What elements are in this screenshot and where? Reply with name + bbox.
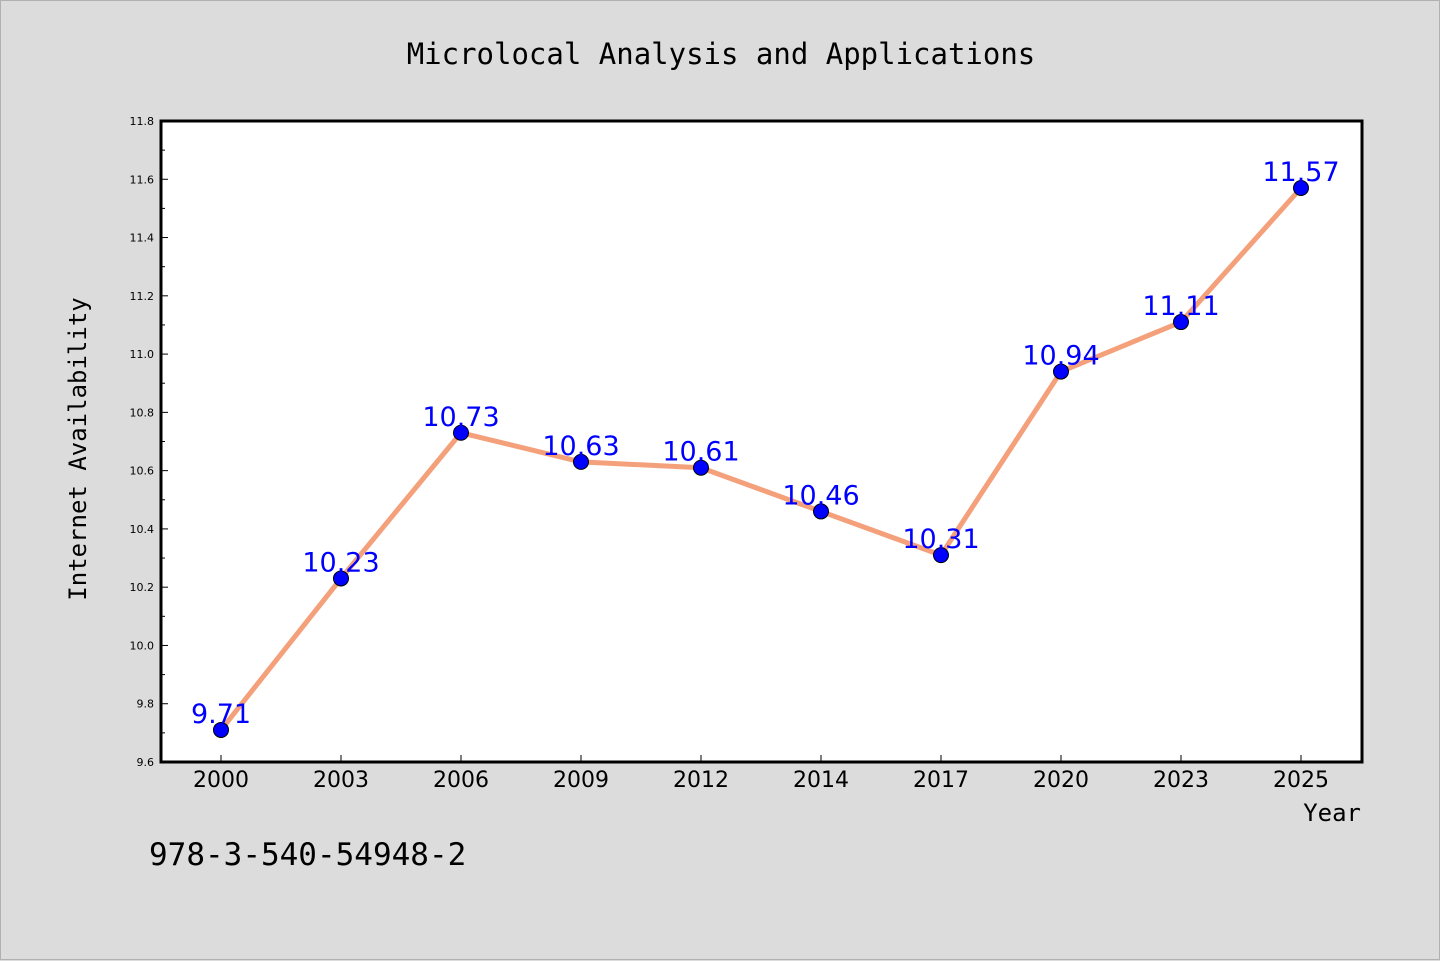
y-tick-label: 11.0 <box>130 348 155 361</box>
x-axis: 2000 2003 2006 2009 2012 2014 2017 2020 2023 2025 <box>193 755 1329 793</box>
x-tick-label: 2003 <box>313 768 369 793</box>
y-tick-label: 11.2 <box>130 290 155 303</box>
data-label: 9.71 <box>191 699 251 730</box>
x-tick-label: 2000 <box>193 768 249 793</box>
y-tick-label: 10.4 <box>130 523 155 536</box>
y-tick-label: 10.6 <box>130 465 155 478</box>
y-axis-label: Internet Availability <box>64 297 92 600</box>
x-axis-label: Year <box>1303 799 1361 827</box>
y-tick-label: 9.6 <box>137 756 155 769</box>
x-tick-label: 2009 <box>553 768 609 793</box>
data-point <box>1053 363 1069 380</box>
y-axis: 9.6 9.8 10.0 10.2 10.4 10.6 10.8 11.0 11.2 11.4 11… <box>130 115 168 769</box>
data-labels: 9.71 10.23 10.73 10.63 10.61 10.46 10.31 10.94 1… <box>191 157 1340 730</box>
x-tick-label: 2012 <box>673 768 729 793</box>
data-label: 10.63 <box>542 431 619 462</box>
x-tick-label: 2006 <box>433 768 489 793</box>
data-label: 10.23 <box>302 547 379 578</box>
data-label: 10.61 <box>662 437 739 468</box>
data-point <box>813 503 829 520</box>
data-label: 10.94 <box>1022 341 1099 372</box>
footer-isbn-text: 978-3-540-54948-2 <box>149 837 466 873</box>
data-point <box>573 453 589 470</box>
series-layer <box>213 180 1309 738</box>
data-point <box>1293 180 1309 197</box>
data-point <box>213 721 229 738</box>
x-tick-label: 2020 <box>1033 768 1089 793</box>
chart-title: Microlocal Analysis and Applications <box>407 37 1036 71</box>
data-label: 10.46 <box>782 480 859 511</box>
data-point <box>933 547 949 564</box>
data-label: 11.57 <box>1262 157 1339 188</box>
y-tick-label: 11.4 <box>130 232 155 245</box>
data-point <box>453 424 469 441</box>
data-label: 11.11 <box>1142 291 1219 322</box>
data-point <box>693 459 709 476</box>
data-label: 10.31 <box>902 524 979 555</box>
y-tick-label: 11.8 <box>130 115 155 128</box>
plot-area <box>159 119 1364 764</box>
series-line <box>218 185 1304 733</box>
data-label: 10.73 <box>422 402 499 433</box>
y-tick-label: 9.8 <box>137 698 155 711</box>
y-tick-label: 10.8 <box>130 406 155 419</box>
x-tick-label: 2023 <box>1153 768 1209 793</box>
y-tick-label: 10.2 <box>130 581 155 594</box>
x-tick-label: 2025 <box>1273 768 1329 793</box>
data-point <box>333 570 349 587</box>
y-tick-label: 10.0 <box>130 639 155 652</box>
x-tick-label: 2014 <box>793 768 849 793</box>
x-tick-label: 2017 <box>913 768 969 793</box>
data-point <box>1173 314 1189 331</box>
y-tick-label: 11.6 <box>130 173 155 186</box>
